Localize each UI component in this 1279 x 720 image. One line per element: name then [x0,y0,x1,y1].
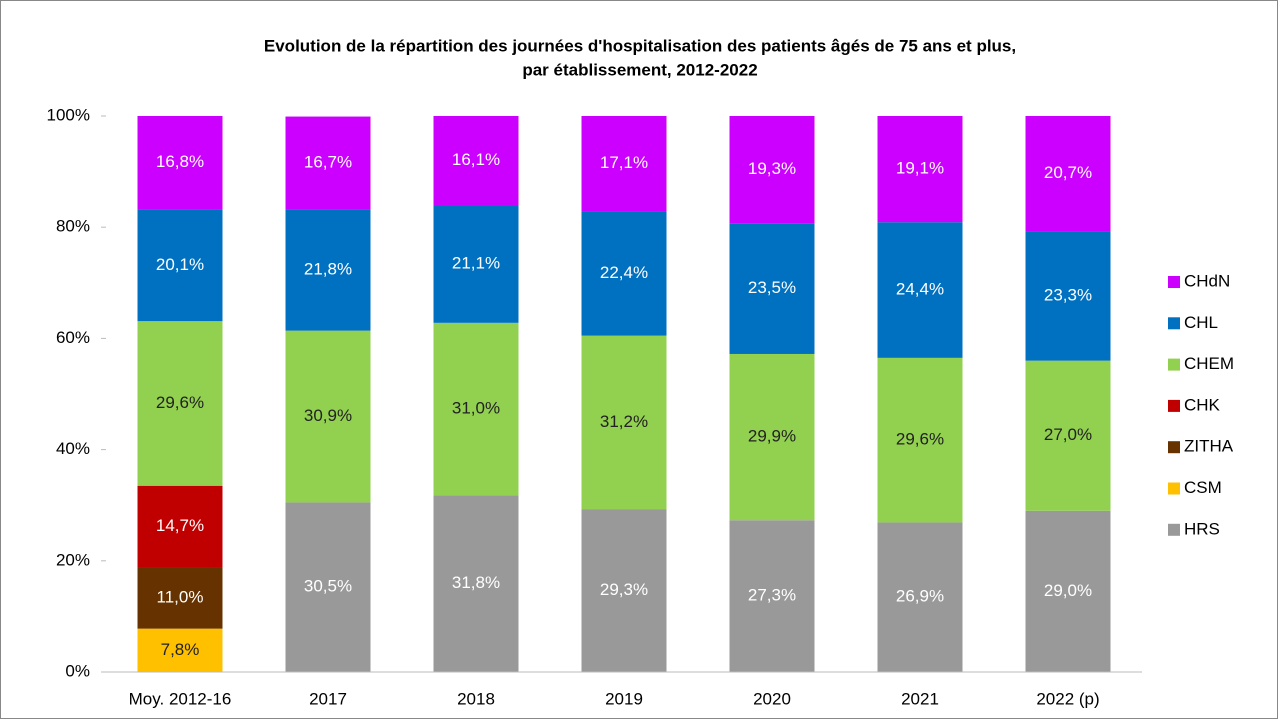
chart-title: par établissement, 2012-2022 [522,60,757,79]
data-label: 16,8% [156,152,204,171]
bar-segment [877,522,963,672]
bar-segment [433,205,519,323]
y-tick-label: 20% [56,550,90,569]
data-label: 16,7% [304,152,352,171]
y-tick-label: 100% [47,105,90,124]
y-tick-label: 80% [56,217,90,236]
x-tick-label: 2017 [309,689,347,708]
legend-swatch [1168,276,1180,288]
data-label: 19,3% [748,159,796,178]
data-label: 30,9% [304,406,352,425]
y-tick-label: 0% [65,661,90,680]
bar-segment [285,209,371,331]
x-tick-label: 2022 (p) [1036,689,1099,708]
data-label: 17,1% [600,153,648,172]
bar-segment [137,485,223,568]
legend-swatch [1168,317,1180,330]
data-label: 29,9% [748,427,796,446]
data-label: 29,0% [1044,581,1092,600]
bar-segment [581,509,667,672]
legend-swatch [1168,441,1180,454]
y-tick-label: 40% [56,439,90,458]
legend-swatch [1168,358,1180,371]
bar-segment [729,353,815,521]
data-label: 24,4% [896,280,944,299]
bar-segment [137,209,223,322]
data-label: 21,1% [452,254,500,273]
data-label: 23,3% [1044,285,1092,304]
bar-segment [433,495,519,672]
bar-segment [877,222,963,358]
bar-segment [1025,116,1111,232]
legend-label: CHK [1184,395,1221,414]
data-label: 29,6% [896,430,944,449]
bar-segment [581,335,667,510]
legend-swatch [1168,399,1180,412]
x-tick-label: 2020 [753,689,791,708]
bar-segment [137,628,223,672]
legend-label: CHEM [1184,354,1234,373]
legend-label: HRS [1184,519,1220,538]
legend-label: ZITHA [1184,437,1234,456]
bar-segment [581,116,667,212]
chart-title: Evolution de la répartition des journées… [264,36,1016,55]
data-label: 29,6% [156,393,204,412]
data-label: 14,7% [156,516,204,535]
bar-segment [729,520,815,672]
data-label: 31,8% [452,573,500,592]
data-label: 7,8% [161,640,200,659]
bar-segment [877,116,963,223]
legend-label: CHdN [1184,271,1230,290]
bar-segment [581,211,667,336]
data-label: 29,3% [600,580,648,599]
legend-label: CHL [1184,313,1218,332]
data-label: 27,0% [1044,425,1092,444]
legend-swatch [1168,523,1180,536]
x-tick-label: 2018 [457,689,495,708]
data-label: 23,5% [748,278,796,297]
data-label: 31,0% [452,398,500,417]
bar-segment [877,357,963,523]
bar-segment [285,502,371,672]
data-label: 31,2% [600,412,648,431]
bar-segment [137,567,223,629]
bar-segment [285,116,371,210]
data-label: 16,1% [452,150,500,169]
data-label: 19,1% [896,159,944,178]
x-tick-label: 2019 [605,689,643,708]
data-label: 30,5% [304,577,352,596]
legend-swatch [1168,482,1180,495]
x-tick-label: 2021 [901,689,939,708]
bar-segment [137,116,223,210]
data-label: 21,8% [304,259,352,278]
bar-segment [433,322,519,496]
bar-segment [1025,360,1111,511]
bar-segment [1025,510,1111,672]
data-label: 22,4% [600,263,648,282]
bar-segment [729,223,815,354]
bar-segment [433,116,519,206]
data-label: 20,1% [156,255,204,274]
bar-segment [137,321,223,486]
data-label: 11,0% [157,588,204,607]
bar-segment [1025,231,1111,361]
bar-segment [729,116,815,224]
data-label: 20,7% [1044,163,1092,182]
legend-label: CSM [1184,478,1222,497]
data-label: 27,3% [748,586,796,605]
x-tick-label: Moy. 2012-16 [129,689,232,708]
y-tick-label: 60% [56,328,90,347]
data-label: 26,9% [896,587,944,606]
bar-segment [285,330,371,503]
